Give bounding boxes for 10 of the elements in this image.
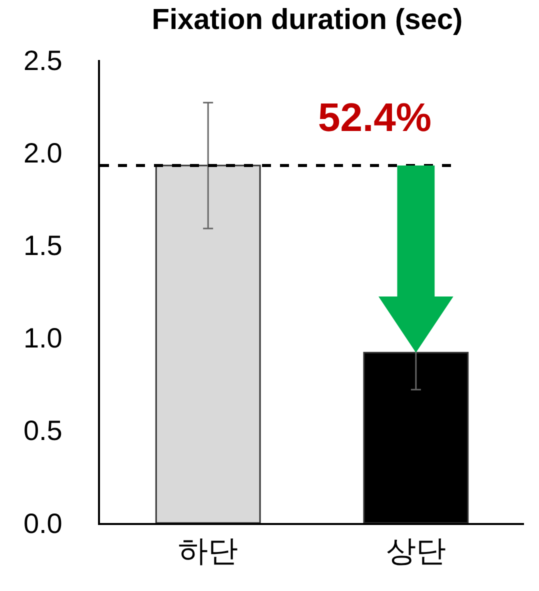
y-tick-label: 2.5: [23, 44, 62, 76]
y-tick-label: 1.5: [23, 230, 62, 261]
y-tick-label: 0.0: [23, 508, 62, 539]
y-tick-label: 0.5: [23, 415, 62, 446]
x-tick-label: 하단: [178, 535, 238, 568]
y-tick-label: 1.0: [23, 322, 62, 354]
x-tick-label: 상단: [386, 535, 446, 568]
chart-title: Fixation duration (sec): [152, 4, 463, 36]
annotation: 52.4%: [318, 96, 432, 140]
y-tick-label: 2.0: [23, 137, 62, 168]
